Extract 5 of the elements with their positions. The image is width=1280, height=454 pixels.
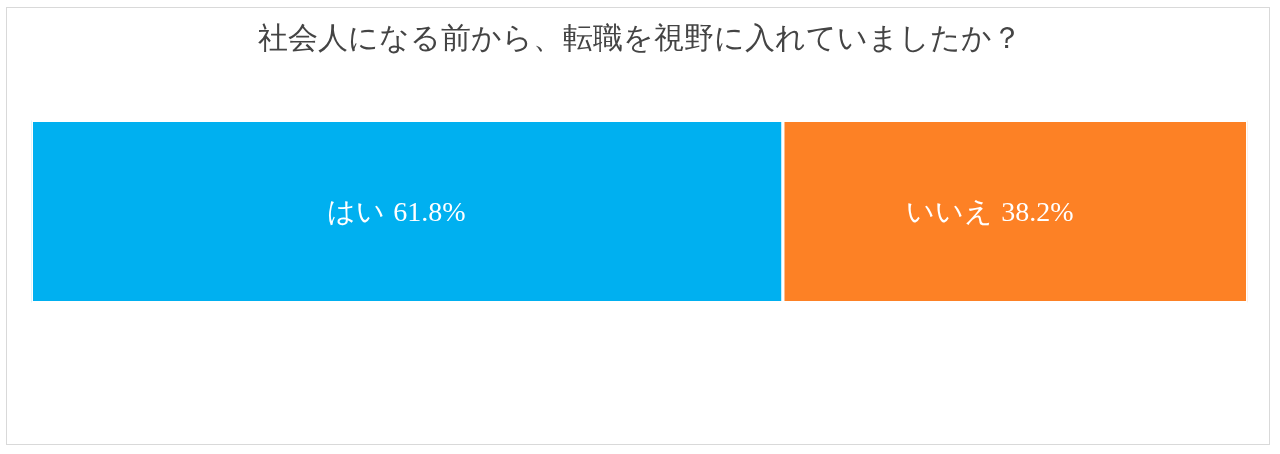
data-label: 61.8%: [393, 196, 466, 228]
series-label: いいえ: [906, 196, 994, 228]
series-label: はい: [327, 196, 386, 228]
chart-title: 社会人になる前から、転職を視野に入れていましたか？: [257, 20, 1022, 54]
data-label: 38.2%: [1001, 196, 1074, 228]
